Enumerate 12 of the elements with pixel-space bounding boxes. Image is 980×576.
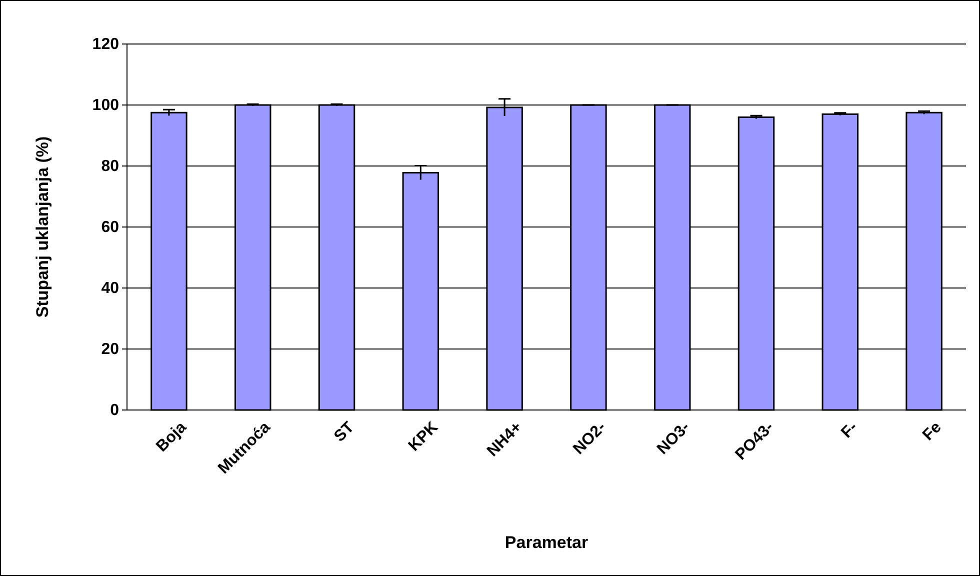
y-tick-label: 100 [92,97,120,114]
y-tick-label: 20 [101,341,120,358]
x-axis-title: Parametar [504,533,588,552]
x-tick-label: Fe [920,418,945,444]
y-tick-label: 120 [92,36,120,54]
y-tick-label: 0 [110,402,120,420]
x-tick-label: F- [838,418,862,442]
y-tick-label: 80 [101,158,120,176]
y-tick-label: 60 [101,219,120,236]
y-axis-title: Stupanj uklanjanja (%) [33,136,52,318]
x-tick-label: ST [331,418,358,446]
y-tick-label: 40 [101,280,120,298]
